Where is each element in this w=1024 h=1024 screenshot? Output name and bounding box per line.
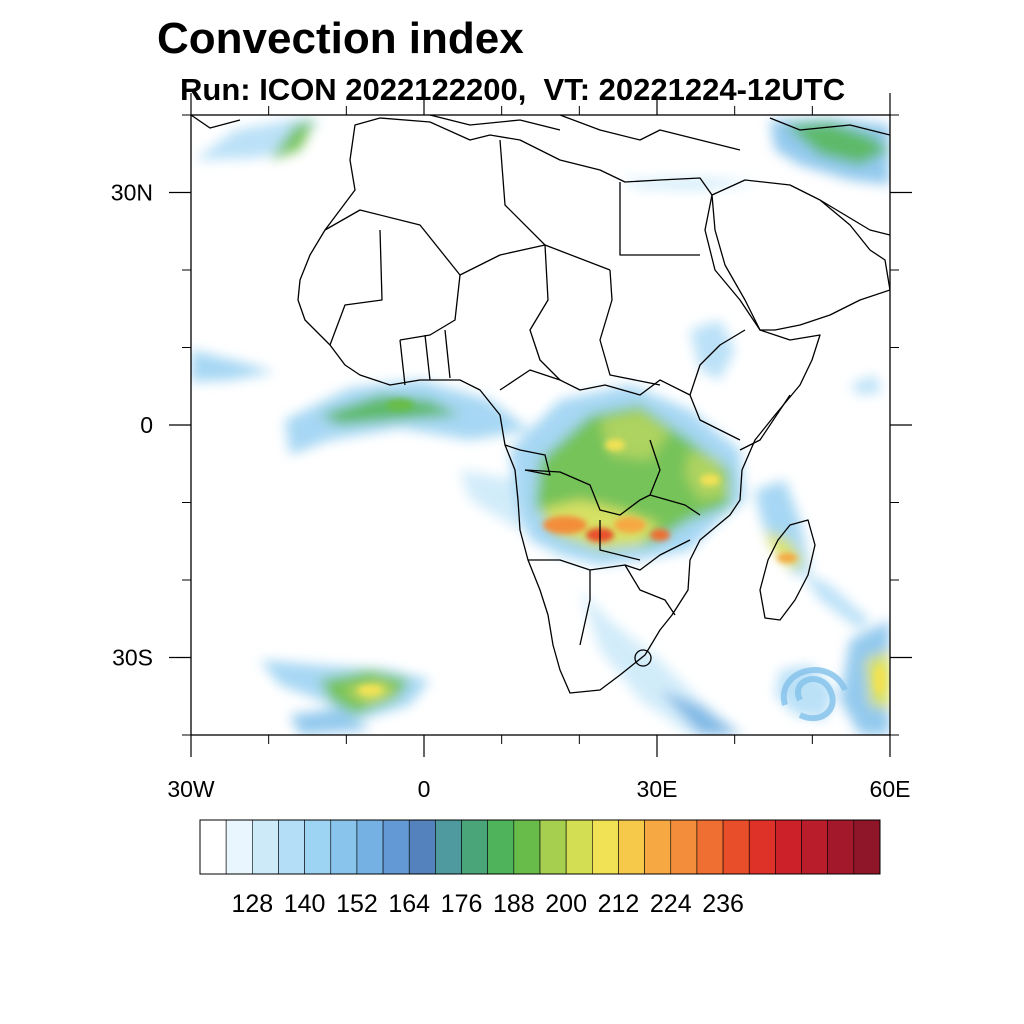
colorbar-swatch — [435, 819, 462, 875]
colorbar-swatch — [696, 819, 724, 875]
lon-tick-label: 0 — [418, 776, 431, 802]
colorbar-swatch — [408, 819, 436, 875]
colorbar-swatch — [853, 819, 881, 875]
colorbar-swatch — [513, 819, 541, 875]
colorbar-swatch — [801, 819, 828, 875]
colorbar-swatch — [304, 819, 332, 875]
colorbar-swatch — [670, 819, 698, 875]
lat-tick-label: 0 — [140, 412, 153, 438]
colorbar-frame — [199, 819, 881, 875]
colorbar-swatch — [330, 819, 358, 875]
colorbar-swatch — [618, 819, 645, 875]
colorbar-swatch — [199, 819, 227, 875]
colorbar-swatch — [827, 819, 855, 875]
colorbar-swatch — [252, 819, 279, 875]
colorbar-label: 152 — [336, 890, 378, 918]
colorbar-swatch — [225, 819, 253, 875]
run-subtitle: Run: ICON 2022122200, VT: 20221224-12UTC — [180, 72, 846, 107]
colorbar-swatch — [461, 819, 488, 875]
colorbar-label: 176 — [441, 890, 483, 918]
colorbar-swatch — [592, 819, 619, 875]
chart-title: Convection index — [157, 14, 524, 63]
colorbar-label: 128 — [231, 890, 273, 918]
coastlines-borders — [191, 115, 890, 694]
colorbar-swatch — [487, 819, 515, 875]
lon-tick-label: 60E — [870, 776, 911, 802]
axis-ticks: 30W 0 30E 60E 30N 0 30S — [111, 93, 912, 802]
colorbar-swatch — [539, 819, 567, 875]
colorbar-label: 212 — [598, 890, 640, 918]
lat-tick-label: 30N — [111, 180, 153, 206]
lon-tick-label: 30E — [637, 776, 678, 802]
colorbar-label: 140 — [284, 890, 326, 918]
colorbar-swatch — [722, 819, 750, 875]
colorbar-swatch — [565, 819, 593, 875]
colorbar-swatch — [382, 819, 410, 875]
lat-tick-label: 30S — [112, 645, 153, 671]
colorbar-swatch — [644, 819, 672, 875]
colorbar-swatch — [775, 819, 802, 875]
colorbar: 128 140 152 164 176 188 200 212 224 236 — [199, 819, 881, 918]
colorbar-label: 164 — [388, 890, 430, 918]
colorbar-label: 188 — [493, 890, 535, 918]
colorbar-swatch — [748, 819, 776, 875]
colorbar-swatch — [278, 819, 305, 875]
colorbar-label: 224 — [650, 890, 692, 918]
colorbar-label: 200 — [545, 890, 587, 918]
colorbar-label: 236 — [702, 890, 744, 918]
colorbar-swatch — [356, 819, 384, 875]
convection-field — [191, 118, 890, 735]
lon-tick-label: 30W — [167, 776, 215, 802]
